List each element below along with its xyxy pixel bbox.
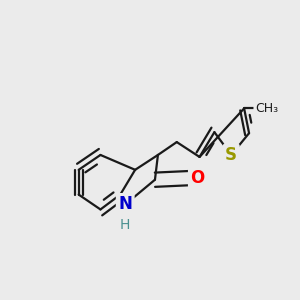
Text: O: O — [190, 169, 205, 187]
Text: H: H — [120, 218, 130, 232]
Text: S: S — [225, 146, 237, 164]
Text: N: N — [118, 196, 132, 214]
Text: CH₃: CH₃ — [255, 102, 278, 115]
